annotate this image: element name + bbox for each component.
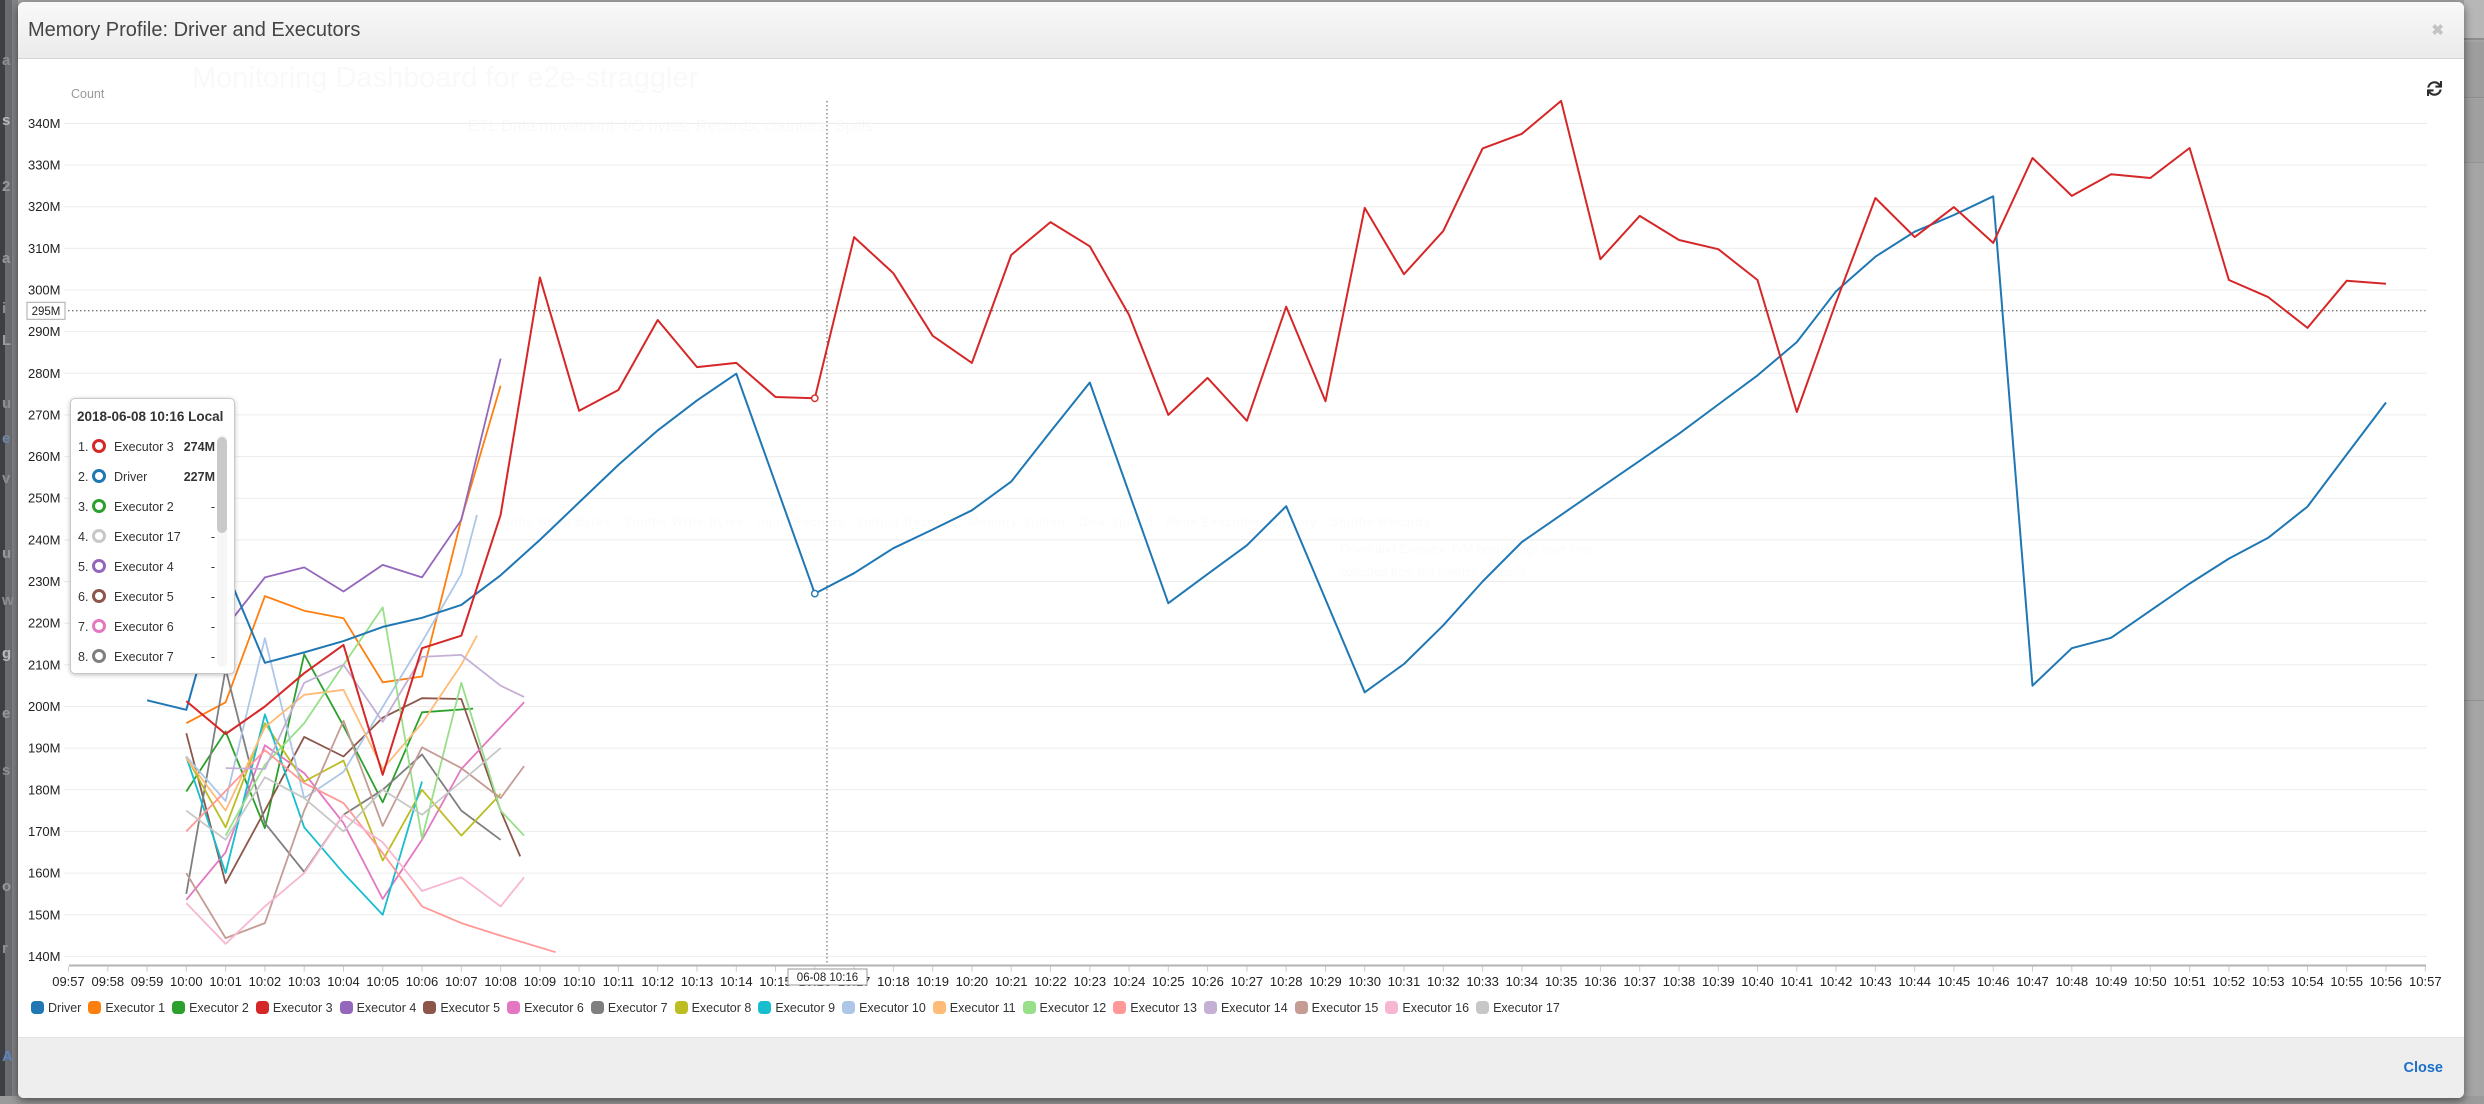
svg-text:10:19: 10:19	[916, 974, 949, 989]
svg-text:10:23: 10:23	[1074, 974, 1107, 989]
svg-text:10:37: 10:37	[1623, 974, 1656, 989]
svg-text:10:06: 10:06	[406, 974, 439, 989]
svg-text:10:14: 10:14	[720, 974, 753, 989]
svg-text:160M: 160M	[28, 866, 61, 881]
svg-text:10:28: 10:28	[1270, 974, 1303, 989]
svg-text:10:20: 10:20	[956, 974, 989, 989]
svg-text:280M: 280M	[28, 366, 61, 381]
svg-text:10:02: 10:02	[249, 974, 282, 989]
svg-text:10:55: 10:55	[2330, 974, 2363, 989]
svg-text:240M: 240M	[28, 532, 61, 547]
svg-text:10:56: 10:56	[2370, 974, 2403, 989]
svg-text:10:07: 10:07	[445, 974, 478, 989]
svg-text:06-08 10:16: 06-08 10:16	[797, 972, 858, 984]
svg-text:10:41: 10:41	[1781, 974, 1814, 989]
svg-text:10:04: 10:04	[327, 974, 360, 989]
svg-text:10:33: 10:33	[1466, 974, 1499, 989]
svg-text:140M: 140M	[28, 949, 61, 964]
svg-text:250M: 250M	[28, 491, 61, 506]
svg-text:10:45: 10:45	[1938, 974, 1971, 989]
svg-text:300M: 300M	[28, 283, 61, 298]
svg-text:10:01: 10:01	[209, 974, 242, 989]
svg-text:10:57: 10:57	[2409, 974, 2442, 989]
svg-text:10:08: 10:08	[484, 974, 517, 989]
svg-text:10:09: 10:09	[524, 974, 557, 989]
svg-text:10:50: 10:50	[2134, 974, 2167, 989]
svg-text:Count: Count	[71, 87, 105, 101]
svg-text:10:26: 10:26	[1191, 974, 1224, 989]
svg-text:10:38: 10:38	[1663, 974, 1696, 989]
svg-text:10:05: 10:05	[366, 974, 399, 989]
svg-text:310M: 310M	[28, 241, 61, 256]
svg-text:10:31: 10:31	[1388, 974, 1421, 989]
svg-text:10:18: 10:18	[877, 974, 910, 989]
svg-text:150M: 150M	[28, 907, 61, 922]
svg-text:09:57: 09:57	[52, 974, 85, 989]
svg-text:330M: 330M	[28, 158, 61, 173]
svg-text:10:21: 10:21	[995, 974, 1028, 989]
svg-text:10:53: 10:53	[2252, 974, 2285, 989]
svg-text:10:47: 10:47	[2016, 974, 2049, 989]
svg-text:10:51: 10:51	[2173, 974, 2206, 989]
svg-text:10:44: 10:44	[1898, 974, 1931, 989]
svg-text:10:35: 10:35	[1545, 974, 1578, 989]
svg-text:10:40: 10:40	[1741, 974, 1774, 989]
svg-text:270M: 270M	[28, 407, 61, 422]
svg-text:10:27: 10:27	[1231, 974, 1264, 989]
svg-text:10:29: 10:29	[1309, 974, 1342, 989]
svg-text:290M: 290M	[28, 324, 61, 339]
svg-text:10:24: 10:24	[1113, 974, 1146, 989]
svg-text:10:32: 10:32	[1427, 974, 1460, 989]
svg-text:220M: 220M	[28, 616, 61, 631]
svg-text:10:48: 10:48	[2056, 974, 2089, 989]
svg-text:10:13: 10:13	[681, 974, 714, 989]
svg-text:340M: 340M	[28, 116, 61, 131]
svg-text:10:00: 10:00	[170, 974, 203, 989]
svg-text:10:12: 10:12	[641, 974, 674, 989]
svg-text:10:11: 10:11	[603, 974, 635, 989]
svg-text:10:52: 10:52	[2213, 974, 2246, 989]
svg-text:10:39: 10:39	[1702, 974, 1735, 989]
svg-text:190M: 190M	[28, 741, 61, 756]
svg-text:09:58: 09:58	[92, 974, 125, 989]
svg-text:10:03: 10:03	[288, 974, 321, 989]
svg-text:230M: 230M	[28, 574, 61, 589]
svg-text:10:22: 10:22	[1034, 974, 1067, 989]
svg-text:10:30: 10:30	[1348, 974, 1381, 989]
svg-text:170M: 170M	[28, 824, 61, 839]
svg-text:210M: 210M	[28, 657, 61, 672]
svg-text:10:10: 10:10	[563, 974, 596, 989]
svg-text:10:36: 10:36	[1584, 974, 1617, 989]
svg-text:200M: 200M	[28, 699, 61, 714]
svg-text:10:49: 10:49	[2095, 974, 2128, 989]
svg-text:10:15: 10:15	[759, 974, 792, 989]
svg-text:10:34: 10:34	[1506, 974, 1539, 989]
svg-text:10:42: 10:42	[1820, 974, 1853, 989]
svg-text:10:46: 10:46	[1977, 974, 2010, 989]
svg-text:10:25: 10:25	[1152, 974, 1185, 989]
svg-text:320M: 320M	[28, 199, 61, 214]
svg-text:260M: 260M	[28, 449, 61, 464]
svg-text:10:54: 10:54	[2291, 974, 2324, 989]
svg-text:295M: 295M	[32, 306, 61, 318]
svg-text:09:59: 09:59	[131, 974, 164, 989]
svg-text:180M: 180M	[28, 782, 61, 797]
svg-text:10:43: 10:43	[1859, 974, 1892, 989]
